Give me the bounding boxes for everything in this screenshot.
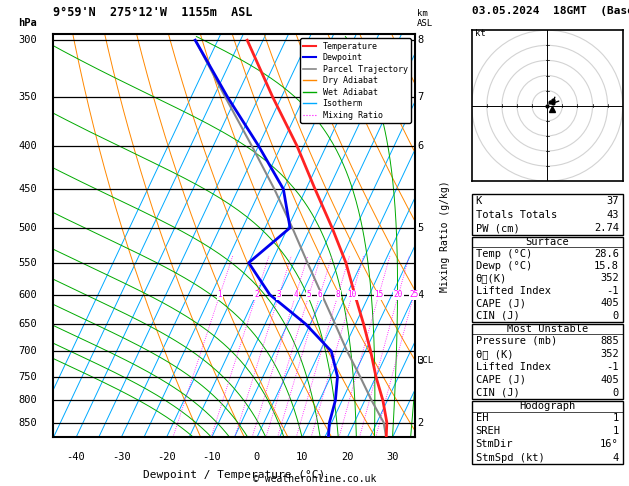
Text: 15.8: 15.8 [594,261,619,271]
Text: 7: 7 [417,92,423,102]
Text: 350: 350 [18,92,37,102]
Text: 400: 400 [18,141,37,151]
Text: 405: 405 [600,298,619,308]
Text: 16°: 16° [600,439,619,450]
Text: Hodograph: Hodograph [519,401,576,411]
Text: 850: 850 [18,417,37,428]
Legend: Temperature, Dewpoint, Parcel Trajectory, Dry Adiabat, Wet Adiabat, Isotherm, Mi: Temperature, Dewpoint, Parcel Trajectory… [300,38,411,123]
Text: 8: 8 [417,35,423,45]
Text: 600: 600 [18,290,37,300]
Text: 405: 405 [600,375,619,384]
Text: 6: 6 [417,141,423,151]
Text: 352: 352 [600,349,619,359]
Text: Surface: Surface [525,237,569,247]
Text: Mixing Ratio (g/kg): Mixing Ratio (g/kg) [440,180,450,292]
Text: 8: 8 [336,290,340,299]
Text: km
ASL: km ASL [417,9,433,28]
Text: 300: 300 [18,35,37,45]
Text: CAPE (J): CAPE (J) [476,375,525,384]
Text: © weatheronline.co.uk: © weatheronline.co.uk [253,473,376,484]
Text: 20: 20 [394,290,403,299]
Text: 2: 2 [254,290,259,299]
Text: 885: 885 [600,336,619,346]
Text: 20: 20 [341,451,353,462]
Text: 5: 5 [417,223,423,233]
Text: 0: 0 [613,311,619,321]
Text: hPa: hPa [18,18,37,28]
Text: Lifted Index: Lifted Index [476,362,550,372]
Text: 5: 5 [307,290,311,299]
Text: 500: 500 [18,223,37,233]
Text: K: K [476,196,482,206]
Text: 15: 15 [374,290,384,299]
Text: 700: 700 [18,347,37,356]
Text: kt: kt [475,29,486,38]
Text: 10: 10 [348,290,357,299]
Text: 9°59'N  275°12'W  1155m  ASL: 9°59'N 275°12'W 1155m ASL [53,6,253,19]
Text: -30: -30 [112,451,131,462]
Text: 30: 30 [386,451,399,462]
Text: CAPE (J): CAPE (J) [476,298,525,308]
Text: 800: 800 [18,395,37,405]
Text: CIN (J): CIN (J) [476,387,520,398]
Text: θᴇ(K): θᴇ(K) [476,273,507,283]
Text: EH: EH [476,413,488,423]
Text: 3: 3 [417,356,423,365]
Text: 1: 1 [218,290,222,299]
Text: -1: -1 [606,286,619,296]
Text: Lifted Index: Lifted Index [476,286,550,296]
Text: 43: 43 [606,209,619,220]
Text: -40: -40 [67,451,86,462]
Text: θᴇ (K): θᴇ (K) [476,349,513,359]
Text: 1: 1 [613,426,619,436]
Text: 0: 0 [613,387,619,398]
Text: PW (cm): PW (cm) [476,223,520,233]
Text: CIN (J): CIN (J) [476,311,520,321]
Text: 550: 550 [18,258,37,268]
Text: 28.6: 28.6 [594,248,619,259]
Text: 352: 352 [600,273,619,283]
Text: StmSpd (kt): StmSpd (kt) [476,452,544,463]
Text: Temp (°C): Temp (°C) [476,248,532,259]
Text: 1: 1 [613,413,619,423]
Text: 37: 37 [606,196,619,206]
Text: 10: 10 [296,451,308,462]
Text: Pressure (mb): Pressure (mb) [476,336,557,346]
Text: Dewpoint / Temperature (°C): Dewpoint / Temperature (°C) [143,469,325,480]
Text: 650: 650 [18,319,37,329]
Text: 750: 750 [18,372,37,382]
Text: -20: -20 [157,451,176,462]
Text: -10: -10 [203,451,221,462]
Text: Totals Totals: Totals Totals [476,209,557,220]
Text: 3: 3 [277,290,281,299]
Text: LCL: LCL [417,356,433,365]
Text: 2: 2 [417,417,423,428]
Text: 0: 0 [253,451,260,462]
Text: 03.05.2024  18GMT  (Base: 00): 03.05.2024 18GMT (Base: 00) [472,5,629,16]
Text: StmDir: StmDir [476,439,513,450]
Text: 4: 4 [294,290,298,299]
Text: 2.74: 2.74 [594,223,619,233]
Text: SREH: SREH [476,426,501,436]
Text: Dewp (°C): Dewp (°C) [476,261,532,271]
Text: 4: 4 [417,290,423,300]
Text: 450: 450 [18,184,37,194]
Text: Most Unstable: Most Unstable [506,324,588,334]
Text: 4: 4 [613,452,619,463]
Text: -1: -1 [606,362,619,372]
Text: 6: 6 [318,290,323,299]
Text: 25: 25 [409,290,418,299]
